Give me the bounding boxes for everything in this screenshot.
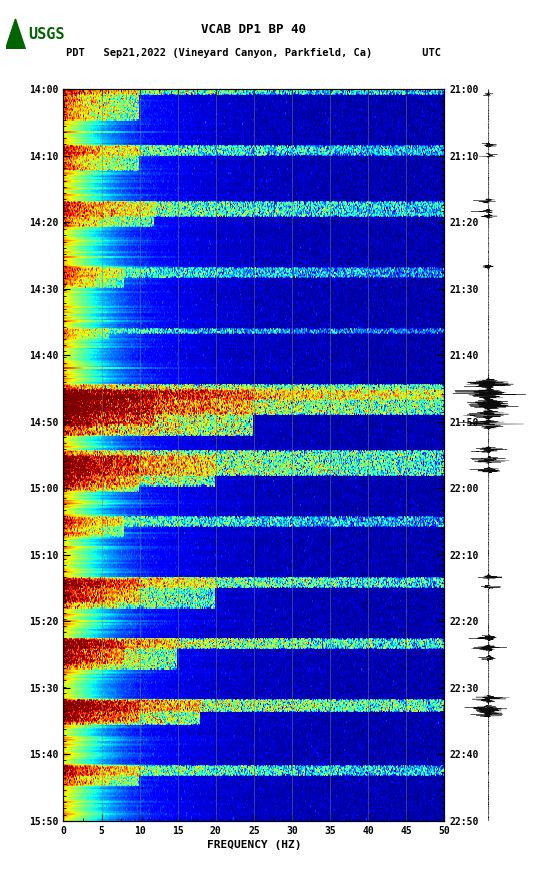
X-axis label: FREQUENCY (HZ): FREQUENCY (HZ) [206,839,301,850]
Polygon shape [6,19,25,49]
Text: VCAB DP1 BP 40: VCAB DP1 BP 40 [201,22,306,36]
Text: USGS: USGS [29,27,65,42]
Text: PDT   Sep21,2022 (Vineyard Canyon, Parkfield, Ca)        UTC: PDT Sep21,2022 (Vineyard Canyon, Parkfie… [66,48,442,58]
